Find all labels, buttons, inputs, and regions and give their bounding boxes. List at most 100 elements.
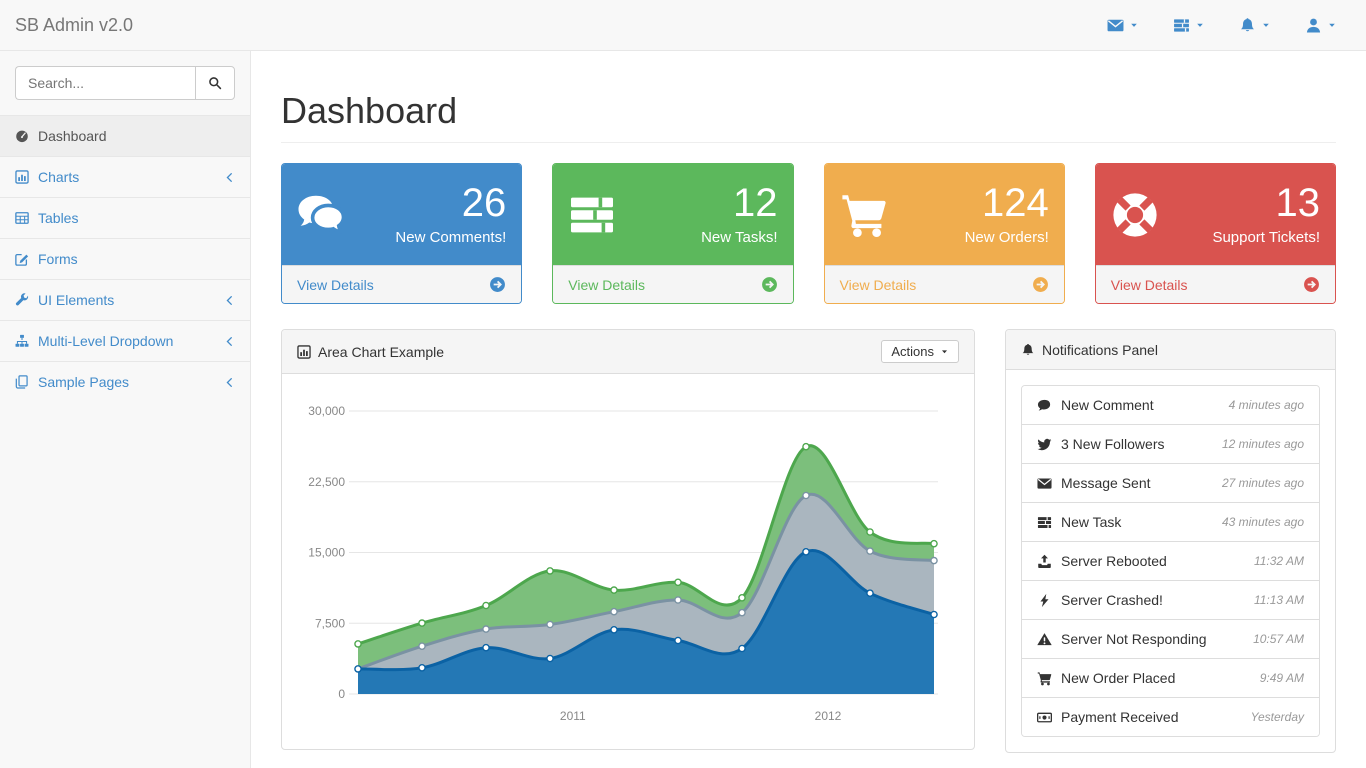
sitemap-icon (15, 334, 29, 348)
stat-label: Support Tickets! (1212, 229, 1320, 246)
brand-title[interactable]: SB Admin v2.0 (15, 14, 134, 35)
notifications-panel: Notifications Panel New Comment 4 minute… (1005, 329, 1336, 753)
arrow-circle-right-icon (489, 276, 506, 293)
twitter-icon (1037, 437, 1052, 452)
tasks-icon (568, 191, 616, 239)
area-chart-panel-heading: Area Chart Example Actions (282, 330, 974, 374)
notification-label: 3 New Followers (1061, 436, 1165, 452)
notification-item-new-order-placed[interactable]: New Order Placed 9:49 AM (1022, 658, 1319, 697)
caret-down-icon (1261, 20, 1271, 30)
upload-icon (1037, 554, 1052, 569)
stat-card-body: 13 Support Tickets! (1095, 164, 1335, 265)
arrow-circle-right-icon (1032, 276, 1049, 293)
sidebar-item-label: Sample Pages (38, 374, 130, 390)
sidebar-item-multi-level-dropdown[interactable]: Multi-Level Dropdown (0, 320, 250, 361)
sidebar-item-forms[interactable]: Forms (0, 238, 250, 279)
svg-text:22,500: 22,500 (308, 475, 345, 489)
notifications-panel-body: New Comment 4 minutes ago 3 New Follower… (1006, 370, 1335, 752)
tasks-menu[interactable] (1156, 0, 1222, 50)
stat-value: 124 (982, 181, 1049, 225)
wrench-icon (15, 293, 29, 307)
search-input[interactable] (15, 66, 195, 100)
sidebar-item-label: Dashboard (38, 128, 107, 144)
area-chart-panel: Area Chart Example Actions 0 7,500 15,000 2… (281, 329, 975, 750)
stat-card-body: 124 New Orders! (824, 164, 1064, 265)
stat-label: New Tasks! (701, 229, 778, 246)
notification-time: Yesterday (1250, 710, 1304, 724)
notification-time: 43 minutes ago (1221, 515, 1304, 529)
view-details-footer: View Details (1095, 265, 1335, 303)
sidebar-item-label: UI Elements (38, 292, 115, 308)
search-icon (208, 76, 222, 90)
actions-label: Actions (891, 344, 934, 359)
sidebar-item-tables[interactable]: Tables (0, 197, 250, 238)
table-icon (15, 211, 29, 225)
view-details-label: View Details (568, 276, 646, 293)
shopping-cart-icon (840, 191, 888, 239)
stat-card-support-tickets[interactable]: 13 Support Tickets! View Details (1094, 163, 1336, 304)
notifications-list: New Comment 4 minutes ago 3 New Follower… (1021, 385, 1320, 737)
life-ring-icon (1111, 191, 1159, 239)
warning-icon (1037, 632, 1052, 647)
stat-card-comments[interactable]: 26 New Comments! View Details (281, 163, 523, 304)
actions-dropdown-button[interactable]: Actions (881, 340, 959, 363)
search-button[interactable] (195, 66, 235, 100)
sidebar-item-dashboard[interactable]: Dashboard (0, 115, 250, 156)
notification-label: Server Not Responding (1061, 631, 1207, 647)
stat-card-body: 12 New Tasks! (553, 164, 793, 265)
dashboard-icon (15, 129, 29, 143)
page-content: Dashboard 26 New Comments! View Details … (251, 88, 1366, 768)
view-details-footer: View Details (824, 265, 1064, 303)
notification-item-server-crashed[interactable]: Server Crashed! 11:13 AM (1022, 580, 1319, 619)
caret-down-icon (1327, 20, 1337, 30)
stat-label: New Comments! (395, 229, 507, 246)
notification-time: 12 minutes ago (1221, 437, 1304, 451)
stat-card-body: 26 New Comments! (282, 164, 522, 265)
notification-item-server-not-responding[interactable]: Server Not Responding 10:57 AM (1022, 619, 1319, 658)
sidebar-item-label: Forms (38, 251, 78, 267)
view-details-label: View Details (297, 276, 374, 293)
chevron-left-icon (224, 377, 235, 388)
sidebar-item-sample-pages[interactable]: Sample Pages (0, 361, 250, 402)
page-title: Dashboard (281, 88, 1336, 143)
notification-item-payment-received[interactable]: Payment Received Yesterday (1022, 697, 1319, 736)
stat-value: 12 (733, 181, 778, 225)
notification-time: 10:57 AM (1253, 632, 1304, 646)
notification-label: Message Sent (1061, 475, 1151, 491)
user-menu[interactable] (1288, 0, 1354, 50)
notification-time: 4 minutes ago (1228, 398, 1304, 412)
bell-icon (1239, 17, 1256, 34)
stat-card-orders[interactable]: 124 New Orders! View Details (823, 163, 1065, 304)
alerts-menu[interactable] (1222, 0, 1288, 50)
sidebar-item-label: Charts (38, 169, 80, 185)
notifications-panel-heading: Notifications Panel (1006, 330, 1335, 370)
arrow-circle-right-icon (1303, 276, 1320, 293)
svg-text:2012: 2012 (815, 709, 842, 723)
notification-label: Server Rebooted (1061, 553, 1167, 569)
caret-down-icon (1195, 20, 1205, 30)
notification-item-server-rebooted[interactable]: Server Rebooted 11:32 AM (1022, 541, 1319, 580)
navbar-menu (1090, 0, 1354, 50)
files-icon (15, 375, 29, 389)
stat-card-tasks[interactable]: 12 New Tasks! View Details (552, 163, 794, 304)
notification-item-message-sent[interactable]: Message Sent 27 minutes ago (1022, 463, 1319, 502)
messages-menu[interactable] (1090, 0, 1156, 50)
stat-value: 13 (1275, 181, 1321, 225)
notification-label: New Task (1061, 514, 1122, 530)
sidebar-item-charts[interactable]: Charts (0, 156, 250, 197)
area-chart-panel-body: 0 7,500 15,000 22,500 30,000 2011 2012 (282, 374, 974, 749)
sidebar-item-label: Tables (38, 210, 79, 226)
user-icon (1305, 17, 1322, 34)
sidebar-item-label: Multi-Level Dropdown (38, 333, 174, 349)
view-details-footer: View Details (282, 265, 522, 303)
money-icon (1037, 710, 1052, 725)
sidebar-item-ui-elements[interactable]: UI Elements (0, 279, 250, 320)
svg-text:15,000: 15,000 (308, 546, 345, 560)
notification-item-new-task[interactable]: New Task 43 minutes ago (1022, 502, 1319, 541)
notification-item-new-followers[interactable]: 3 New Followers 12 minutes ago (1022, 424, 1319, 463)
notification-item-new-comment[interactable]: New Comment 4 minutes ago (1022, 386, 1319, 424)
bar-chart-icon (15, 170, 29, 184)
chevron-left-icon (224, 336, 235, 347)
tasks-icon (1173, 17, 1190, 34)
sidebar-search (0, 51, 250, 115)
